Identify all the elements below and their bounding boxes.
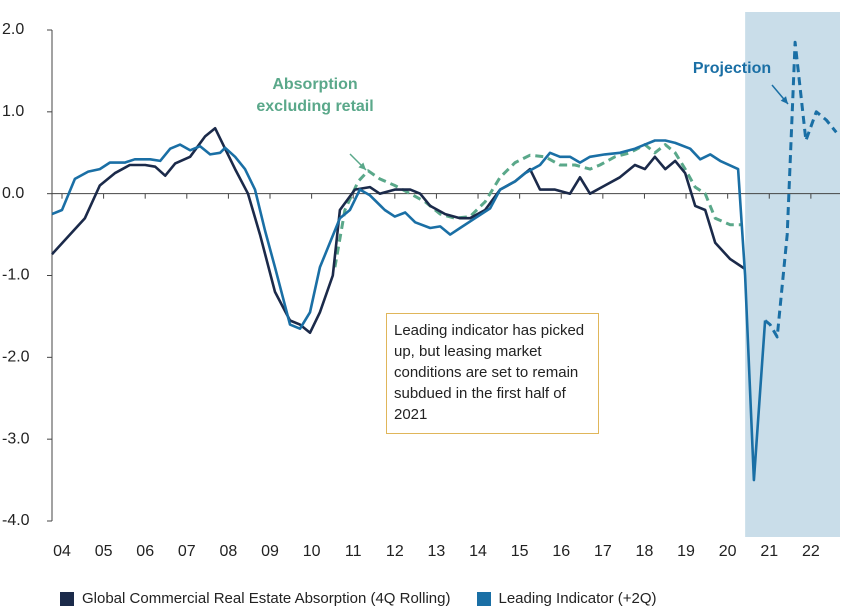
series-line (333, 143, 743, 268)
x-tick-label: 12 (386, 543, 404, 560)
legend-label: Global Commercial Real Estate Absorption… (82, 590, 451, 607)
x-tick-label: 11 (345, 543, 362, 560)
x-tick-label: 10 (303, 543, 321, 560)
y-tick-label: -4.0 (2, 512, 30, 529)
projection-arrow-head (780, 96, 788, 104)
x-tick-label: 22 (802, 543, 820, 560)
x-tick-label: 13 (428, 543, 446, 560)
legend-item: Leading Indicator (+2Q) (476, 590, 657, 607)
y-tick-label: 2.0 (2, 21, 24, 38)
series-line (764, 40, 838, 339)
y-tick-label: 0.0 (2, 185, 24, 202)
y-tick-label: -3.0 (2, 430, 30, 447)
y-tick-label: -2.0 (2, 349, 30, 366)
x-tick-label: 06 (136, 543, 154, 560)
legend-label: Leading Indicator (+2Q) (498, 590, 657, 607)
series-line (51, 126, 746, 335)
y-tick-label: 1.0 (2, 103, 24, 120)
x-tick-label: 19 (677, 543, 695, 560)
x-tick-label: 04 (53, 543, 71, 560)
x-tick-label: 05 (95, 543, 113, 560)
y-tick-label: -1.0 (2, 267, 30, 284)
x-tick-label: 07 (178, 543, 196, 560)
green-arrow-head (358, 162, 366, 170)
series-line (51, 139, 767, 482)
x-tick-label: 08 (220, 543, 238, 560)
x-tick-label: 17 (594, 543, 612, 560)
projection-label: Projection (692, 60, 772, 77)
x-tick-label: 15 (511, 543, 529, 560)
x-tick-label: 09 (261, 543, 279, 560)
projection-region (745, 12, 840, 537)
legend-swatch (60, 591, 74, 606)
x-tick-label: 20 (719, 543, 737, 560)
x-tick-label: 16 (552, 543, 570, 560)
legend: Global Commercial Real Estate Absorption… (60, 590, 850, 607)
x-tick-label: 14 (469, 543, 487, 560)
x-tick-label: 18 (636, 543, 654, 560)
legend-swatch (476, 591, 491, 606)
x-tick-label: 21 (760, 543, 778, 560)
annotation-box: Leading indicator has picked up, but lea… (386, 313, 599, 434)
absorption-ex-retail-label: Absorption excluding retail (256, 76, 374, 115)
legend-item: Global Commercial Real Estate Absorption… (60, 590, 451, 607)
